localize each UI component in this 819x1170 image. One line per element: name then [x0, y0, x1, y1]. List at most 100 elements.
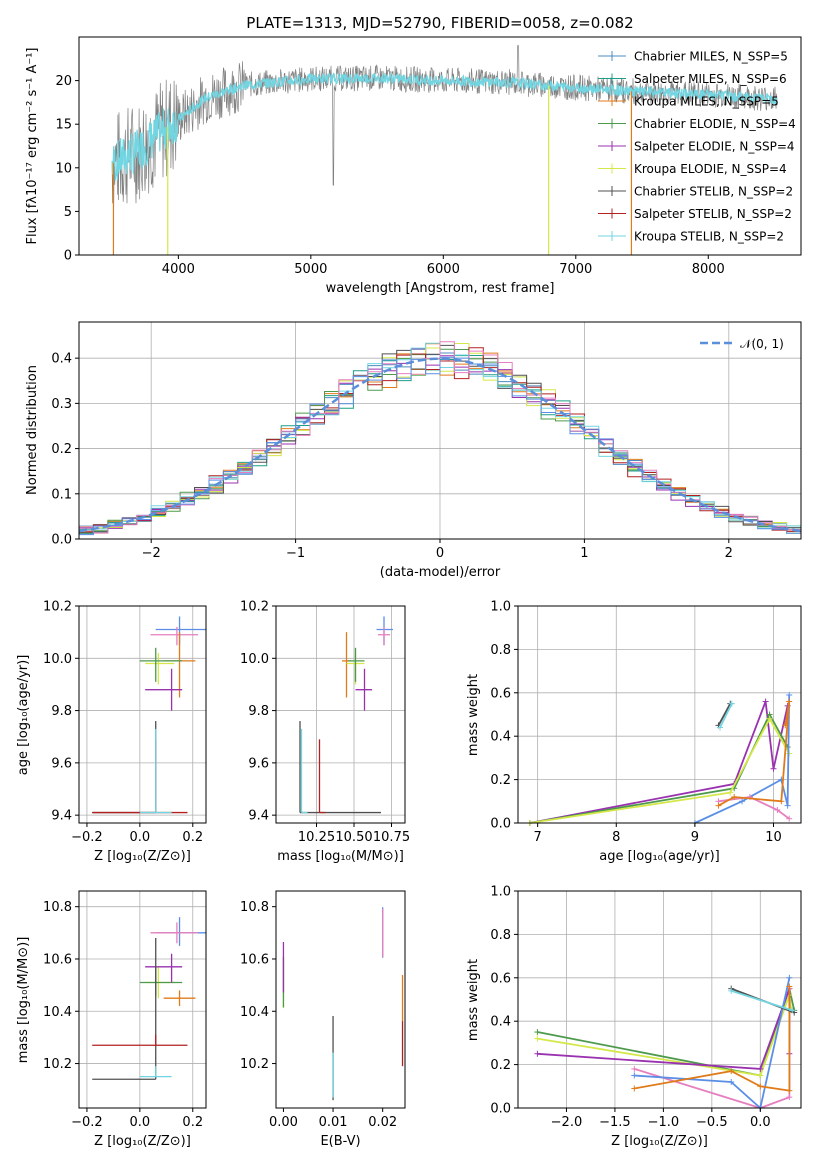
- y-tick-label: 10.2: [43, 1057, 72, 1072]
- y-tick-label: 0.8: [490, 643, 511, 658]
- residuals-panel: −2 −1 0 1 2 0.0 0.1 0.2 0.3 0.4 (data-model)/error…: [25, 321, 802, 580]
- y-tick-label: 0.1: [51, 487, 72, 502]
- mass-weight-age-line: [529, 716, 790, 824]
- y-tick-label: 9.8: [248, 704, 269, 719]
- y-tick-label: 9.4: [51, 809, 72, 824]
- age-vs-mass-panel: 10.25 10.50 10.75 9.4 9.6 9.8 10.0 10.2 mass [lo…: [240, 600, 410, 865]
- y-tick-label: 9.8: [51, 704, 72, 719]
- y-tick-label: 10.8: [240, 900, 269, 915]
- y-tick-label: 0.4: [490, 1015, 511, 1030]
- mass-vs-z-panel: −0.2 0.0 0.2 10.2 10.4 10.6 10.8 Z [log₁₀(Z/Z⊙)…: [16, 890, 207, 1149]
- y-tick-label: 5: [64, 205, 72, 220]
- y-axis-label: mass weight: [466, 959, 481, 1041]
- x-tick-label: 7: [534, 830, 542, 845]
- y-tick-label: 0: [64, 249, 72, 264]
- y-tick-label: 10.8: [43, 900, 72, 915]
- mass-vs-ebv-panel: 0.00 0.01 0.02 10.2 10.4 10.6 10.8 E(B-V): [240, 890, 406, 1149]
- y-tick-label: 0.2: [490, 773, 511, 788]
- y-tick-label: 10.2: [240, 1057, 269, 1072]
- x-tick-label: 10: [765, 830, 782, 845]
- legend-entry: Salpeter MILES, N_SSP=6: [634, 72, 787, 86]
- legend-entry: 𝒩(0, 1): [740, 337, 784, 351]
- x-tick-label: 8: [612, 830, 620, 845]
- mass-weight-age-line: [529, 701, 789, 824]
- y-tick-label: 0.0: [490, 1102, 511, 1117]
- axes-frame: [517, 890, 802, 1109]
- mass-weight-vs-age-panel: 7 8 9 10 0.0 0.2 0.4 0.6 0.8 1.0 age [log₁₀(age/yr…: [466, 600, 802, 864]
- x-tick-label: 0.0: [750, 1115, 771, 1130]
- y-tick-label: 0.4: [51, 352, 72, 367]
- y-tick-label: 10.2: [240, 600, 269, 615]
- axes-frame: [78, 36, 802, 256]
- axes-frame: [275, 890, 406, 1109]
- x-tick-label: 0.0: [130, 1115, 151, 1130]
- mass-weight-z-line: [537, 994, 793, 1077]
- x-tick-label: 10.75: [373, 830, 410, 845]
- legend-entry: Kroupa STELIB, N_SSP=2: [634, 230, 784, 244]
- y-tick-label: 10.2: [43, 600, 72, 615]
- mass-weight-age-line: [529, 712, 789, 824]
- legend-entry: Chabrier ELODIE, N_SSP=4: [634, 117, 796, 131]
- y-tick-label: 10.0: [240, 652, 269, 667]
- x-tick-label: −1: [286, 546, 305, 561]
- y-axis-label: Normed distribution: [25, 365, 40, 495]
- y-tick-label: 20: [55, 74, 72, 89]
- y-tick-label: 9.6: [248, 756, 269, 771]
- mass-weight-age-line: [717, 703, 732, 726]
- y-tick-label: 15: [55, 118, 72, 133]
- legend-entry: Chabrier STELIB, N_SSP=2: [634, 185, 793, 199]
- x-tick-label: −2.0: [551, 1115, 583, 1130]
- x-tick-label: 6000: [427, 262, 460, 277]
- spectrum-data-line: [111, 45, 778, 207]
- x-axis-label: Z [log₁₀(Z/Z⊙)]: [611, 1134, 708, 1149]
- x-axis-label: Z [log₁₀(Z/Z⊙)]: [94, 849, 191, 864]
- figure-title: PLATE=1313, MJD=52790, FIBERID=0058, z=0…: [246, 14, 633, 32]
- x-tick-label: 0.0: [130, 830, 151, 845]
- x-tick-label: −0.2: [71, 1115, 103, 1130]
- y-axis-label: age [log₁₀(age/yr)]: [16, 655, 31, 776]
- normal-curve: [78, 357, 802, 533]
- x-tick-label: 1: [580, 546, 588, 561]
- spectrum-model-line: [111, 72, 778, 181]
- y-tick-label: 0.0: [51, 533, 72, 548]
- y-tick-label: 10.4: [43, 1005, 72, 1020]
- y-tick-label: 10: [55, 161, 72, 176]
- axes-frame: [78, 605, 207, 824]
- x-tick-label: 8000: [692, 262, 725, 277]
- x-tick-label: 7000: [559, 262, 592, 277]
- y-tick-label: 1.0: [490, 885, 511, 900]
- x-tick-label: 4000: [162, 262, 195, 277]
- y-tick-label: 10.4: [240, 1005, 269, 1020]
- x-tick-label: 0.2: [182, 1115, 203, 1130]
- y-tick-label: 0.2: [490, 1058, 511, 1073]
- y-axis-label: mass [log₁₀(M/M⊙)]: [16, 937, 31, 1064]
- x-tick-label: 2: [725, 546, 733, 561]
- x-tick-label: −0.2: [71, 830, 103, 845]
- x-axis-label: E(B-V): [320, 1134, 360, 1149]
- legend-entry: Salpeter STELIB, N_SSP=2: [634, 207, 792, 221]
- x-axis-label: (data-model)/error: [380, 565, 501, 580]
- x-axis-label: mass [log₁₀(M/M⊙)]: [277, 849, 404, 864]
- y-tick-label: 1.0: [490, 600, 511, 615]
- mass-weight-vs-z-panel: −2.0 −1.5 −1.0 −0.5 0.0 0.0 0.2 0.4 0.6 0.8 1.0 Z […: [466, 885, 802, 1149]
- y-tick-label: 0.3: [51, 397, 72, 412]
- x-tick-label: 10.25: [298, 830, 335, 845]
- age-vs-z-panel: −0.2 0.0 0.2 9.4 9.6 9.8 10.0 10.2 Z [log₁₀(Z/Z⊙…: [16, 600, 207, 864]
- mass-weight-z-line: [537, 985, 796, 1077]
- y-tick-label: 9.4: [248, 809, 269, 824]
- y-axis-label: mass weight: [466, 674, 481, 756]
- y-tick-label: 10.0: [43, 652, 72, 667]
- y-tick-label: 10.6: [43, 952, 72, 967]
- y-axis-label: Flux [fλ10⁻¹⁷ erg cm⁻² s⁻¹ A⁻¹]: [25, 48, 40, 245]
- x-tick-label: 0.00: [269, 1115, 298, 1130]
- x-tick-label: −2: [142, 546, 161, 561]
- x-tick-label: −1.0: [648, 1115, 680, 1130]
- x-tick-label: 0.2: [182, 830, 203, 845]
- y-tick-label: 0.6: [490, 971, 511, 986]
- x-tick-label: −1.5: [599, 1115, 631, 1130]
- mass-weight-z-line: [730, 989, 793, 1012]
- mass-weight-z-line: [634, 977, 791, 1110]
- y-tick-label: 10.6: [240, 952, 269, 967]
- x-tick-label: 10.50: [335, 830, 372, 845]
